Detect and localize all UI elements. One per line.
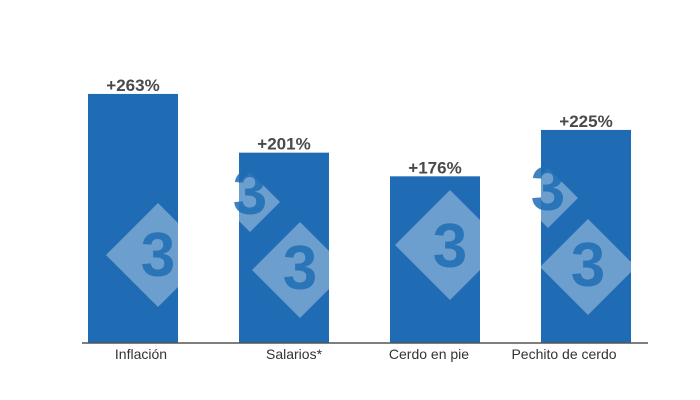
watermark-logo-2: 3 [220, 159, 280, 232]
watermark-logo-4: 3 [395, 190, 505, 300]
svg-text:3: 3 [141, 221, 175, 290]
bar-3 [390, 176, 480, 343]
bar-2 [239, 152, 329, 343]
data-label-1: +263% [106, 76, 159, 95]
bars-layer [88, 93, 631, 344]
bar-4 [541, 129, 631, 343]
svg-text:3: 3 [433, 212, 467, 281]
labels-layer: +263% +201% +176% +225% [106, 76, 612, 177]
category-label-4: Pechito de cerdo [511, 346, 616, 362]
watermark-logo-6: 3 [540, 219, 636, 315]
data-label-2: +201% [257, 135, 310, 154]
watermark-logo-5: 3 [518, 155, 578, 228]
svg-text:3: 3 [233, 159, 267, 228]
category-labels: Inflación Salarios* Cerdo en pie Pechito de… [115, 346, 617, 362]
watermark-layer: 333 333 [106, 155, 636, 318]
svg-text:3: 3 [283, 234, 317, 303]
data-label-3: +176% [408, 158, 461, 177]
category-label-3: Cerdo en pie [389, 346, 469, 362]
category-label-2: Salarios* [266, 346, 323, 362]
data-label-4: +225% [559, 112, 612, 131]
watermark-logo-1: 3 [106, 203, 210, 307]
svg-text:3: 3 [571, 231, 605, 300]
svg-text:3: 3 [531, 155, 565, 224]
category-label-1: Inflación [115, 346, 167, 362]
watermark-logo-3: 3 [252, 222, 348, 318]
bar-1 [88, 93, 178, 344]
